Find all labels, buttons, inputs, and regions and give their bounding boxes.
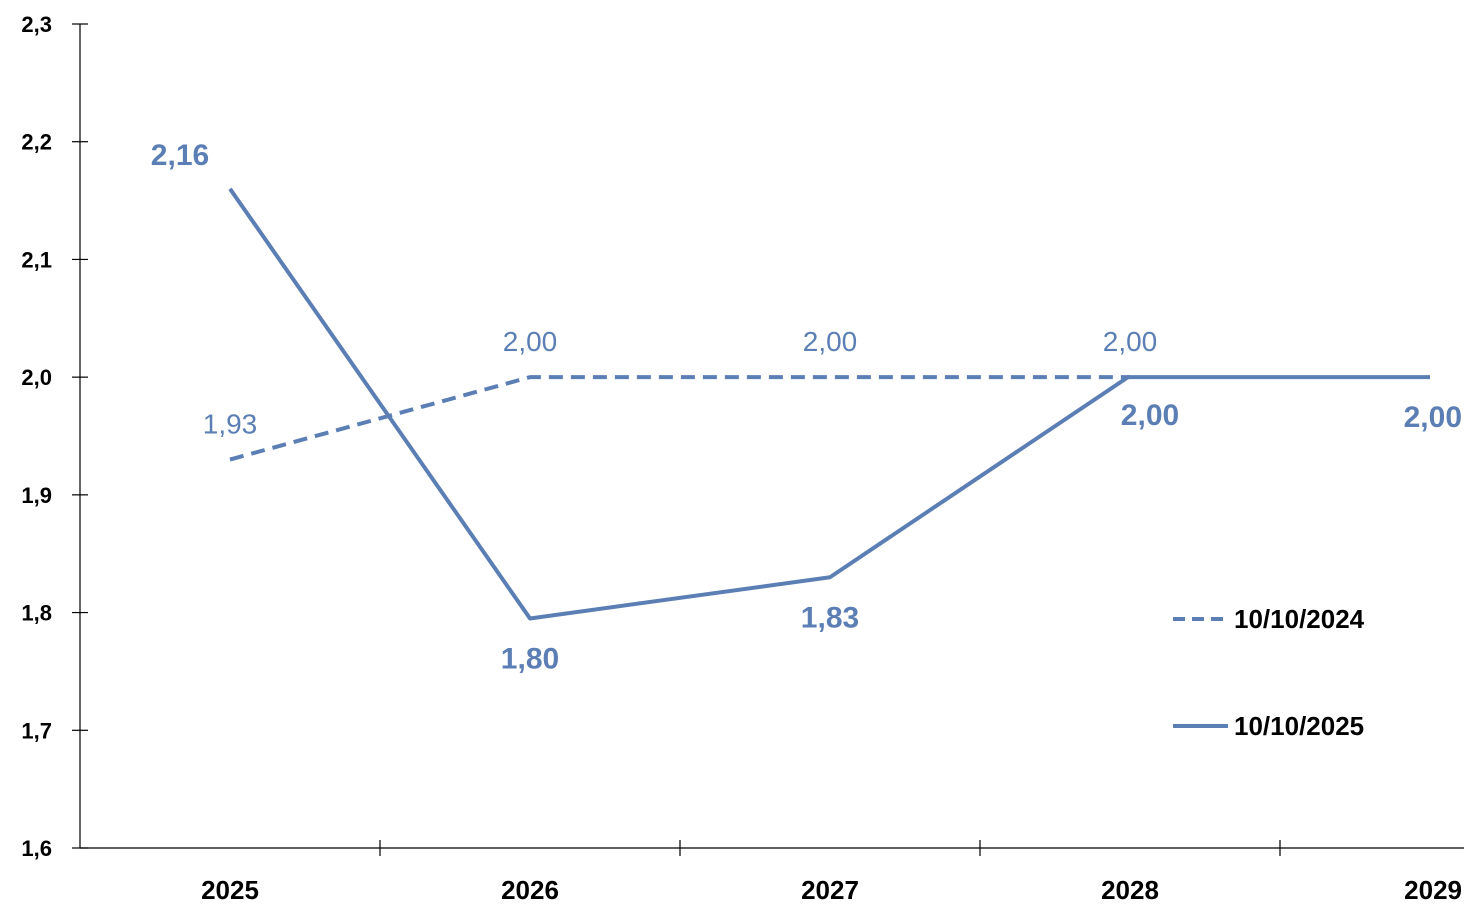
y-tick-label: 1,8 bbox=[21, 601, 52, 626]
y-axis-ticks: 1,6 1,7 1,8 1,9 2,0 2,1 2,2 2,3 bbox=[21, 12, 88, 861]
series-line-solid bbox=[228, 187, 1430, 621]
series-lines bbox=[228, 187, 1430, 621]
data-label: 2,00 bbox=[1404, 401, 1462, 434]
y-tick-label: 1,7 bbox=[21, 718, 52, 743]
data-label: 1,93 bbox=[203, 409, 258, 440]
data-label: 2,00 bbox=[503, 326, 558, 357]
data-label: 2,00 bbox=[1103, 326, 1158, 357]
y-tick-label: 2,0 bbox=[21, 365, 52, 390]
legend-label: 10/10/2024 bbox=[1234, 604, 1365, 634]
y-tick-label: 1,9 bbox=[21, 483, 52, 508]
legend: 10/10/2024 10/10/2025 bbox=[1173, 604, 1365, 741]
x-tick-label: 2026 bbox=[501, 875, 559, 904]
data-label: 2,16 bbox=[151, 139, 209, 172]
data-label: 2,00 bbox=[1121, 399, 1179, 432]
x-tick-label: 2027 bbox=[801, 875, 859, 904]
x-tick-label: 2029 bbox=[1404, 875, 1462, 904]
y-tick-label: 2,3 bbox=[21, 12, 52, 37]
x-axis-ticks: 2025 2026 2027 2028 2029 bbox=[201, 840, 1462, 904]
x-tick-label: 2028 bbox=[1101, 875, 1159, 904]
axes bbox=[79, 24, 1464, 849]
legend-label: 10/10/2025 bbox=[1234, 711, 1364, 741]
y-tick-label: 2,2 bbox=[21, 130, 52, 155]
data-labels: 1,93 2,00 2,00 2,00 2,16 1,80 1,83 2,00 2,00 bbox=[151, 139, 1462, 676]
data-label: 1,83 bbox=[801, 601, 859, 634]
data-label: 2,00 bbox=[803, 326, 858, 357]
y-tick-label: 1,6 bbox=[21, 836, 52, 861]
x-tick-label: 2025 bbox=[201, 875, 259, 904]
data-label: 1,80 bbox=[501, 642, 559, 675]
series-line-dashed bbox=[229, 375, 1130, 462]
y-tick-label: 2,1 bbox=[21, 247, 52, 272]
